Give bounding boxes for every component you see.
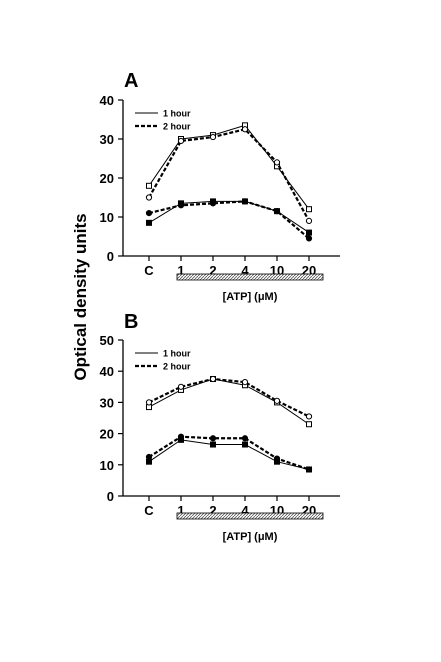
data-point (177, 383, 185, 390)
data-point (241, 435, 249, 442)
series-line (148, 378, 310, 425)
series-line (148, 377, 310, 418)
data-point (241, 379, 249, 386)
data-point (145, 399, 153, 406)
data-point (209, 200, 217, 207)
data-point (146, 182, 152, 189)
treatment-bar (176, 273, 324, 281)
x-tick-label: 2 (209, 263, 216, 278)
data-point (145, 210, 153, 217)
x-tick-label: 2 (209, 503, 216, 518)
series-line (148, 200, 310, 240)
data-point (273, 159, 281, 166)
x-tick-label: C (144, 263, 154, 278)
data-point (146, 219, 152, 226)
data-point (145, 453, 153, 461)
x-tick-label: 4 (241, 263, 249, 278)
legend-label: 1 hour (163, 109, 191, 119)
data-point (242, 441, 248, 448)
x-tick-label: 4 (241, 503, 249, 518)
data-point (210, 441, 216, 448)
series-line (148, 439, 310, 470)
data-point (306, 206, 312, 213)
legend-label: 2 hour (163, 122, 191, 132)
data-point (209, 375, 217, 383)
x-tick-label: C (144, 503, 154, 518)
data-point (273, 455, 281, 462)
data-point (305, 235, 313, 242)
y-tick-label: 40 (100, 93, 114, 108)
y-tick-label: 0 (107, 489, 114, 504)
legend-label: 2 hour (163, 362, 191, 372)
y-tick-label: 40 (100, 364, 114, 379)
data-point (306, 229, 312, 236)
x-tick-label: 1 (177, 503, 184, 518)
treatment-bar (176, 512, 324, 520)
data-point (305, 217, 313, 224)
data-point (305, 466, 313, 473)
data-point (177, 433, 185, 440)
data-point (305, 413, 313, 420)
panel-label: A (124, 70, 138, 92)
series-line (148, 124, 310, 210)
legend-label: 1 hour (163, 349, 191, 359)
data-point (209, 133, 217, 141)
x-axis-label: [ATP] (μM) (223, 531, 278, 543)
data-point (177, 202, 185, 209)
data-point (241, 126, 249, 133)
data-point (209, 435, 217, 442)
y-tick-label: 30 (100, 132, 114, 147)
shared-y-axis-label: Optical density units (71, 213, 90, 380)
panel-label: B (124, 311, 138, 333)
data-point (273, 397, 281, 404)
x-tick-label: 1 (177, 263, 184, 278)
series-line (148, 435, 310, 471)
y-tick-label: 20 (100, 427, 114, 442)
y-tick-label: 30 (100, 395, 114, 410)
y-tick-label: 10 (100, 458, 114, 473)
data-point (177, 137, 185, 145)
y-tick-label: 0 (107, 249, 114, 264)
y-tick-label: 20 (100, 171, 114, 186)
y-tick-label: 10 (100, 210, 114, 225)
x-axis-label: [ATP] (μM) (223, 291, 278, 303)
data-point (273, 208, 281, 215)
series-line (148, 128, 310, 222)
data-point (241, 198, 249, 205)
y-tick-label: 50 (100, 333, 114, 348)
data-point (145, 194, 153, 201)
data-point (306, 421, 312, 428)
